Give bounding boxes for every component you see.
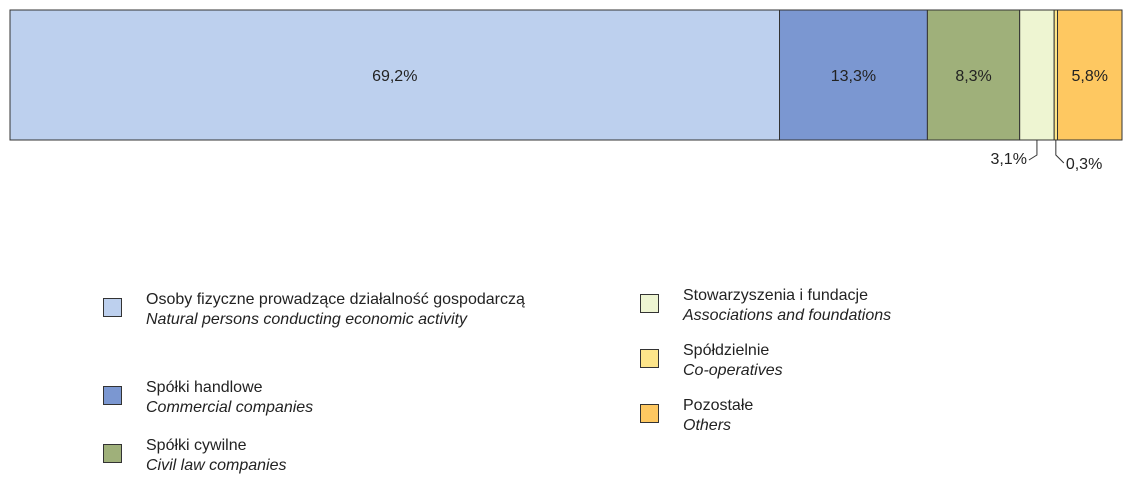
legend-label-en: Co-operatives — [683, 362, 783, 379]
legend-swatch — [640, 404, 659, 423]
legend-label-en: Associations and foundations — [683, 307, 892, 324]
legend-label-en: Others — [683, 417, 732, 434]
legend-entry: Spółki cywilne Civil law companies — [146, 436, 576, 476]
legend-entry: Spółki handlowe Commercial companies — [146, 378, 576, 418]
data-label: 5,8% — [1072, 68, 1108, 85]
bar-segment — [1053, 9, 1059, 141]
legend-swatch — [103, 298, 122, 317]
legend-swatch — [640, 349, 659, 368]
leader-line — [1028, 140, 1038, 161]
legend-label: Stowarzyszenia i fundacje — [683, 287, 868, 304]
data-label: 0,3% — [1066, 156, 1102, 173]
legend-label-en: Natural persons conducting economic acti… — [146, 311, 468, 328]
legend-entry: Osoby fizyczne prowadzące działalność go… — [146, 290, 576, 330]
legend-swatch — [103, 386, 122, 405]
legend-swatch — [640, 294, 659, 313]
legend-label-en: Civil law companies — [146, 457, 287, 474]
legend-label: Osoby fizyczne prowadzące działalność go… — [146, 291, 525, 308]
leader-line — [1055, 140, 1065, 164]
legend-label: Pozostałe — [683, 397, 754, 414]
data-label: 3,1% — [990, 151, 1026, 168]
bar-segment — [1057, 9, 1123, 141]
data-label: 13,3% — [831, 68, 876, 85]
bar-segment — [1019, 9, 1055, 141]
bar-segment — [926, 9, 1021, 141]
legend-entry: Stowarzyszenia i fundacje Associations an… — [683, 286, 1113, 326]
legend-entry: Spółdzielnie Co-operatives — [683, 341, 1113, 381]
data-label: 69,2% — [372, 68, 417, 85]
legend-label: Spółki cywilne — [146, 437, 247, 454]
bar-segment — [779, 9, 928, 141]
legend-label: Spółki handlowe — [146, 379, 263, 396]
bar-segment — [9, 9, 781, 141]
data-label: 8,3% — [955, 68, 991, 85]
legend-label-en: Commercial companies — [146, 399, 314, 416]
legend-swatch — [103, 444, 122, 463]
legend-label: Spółdzielnie — [683, 342, 770, 359]
legend-entry: Pozostałe Others — [683, 396, 1113, 436]
